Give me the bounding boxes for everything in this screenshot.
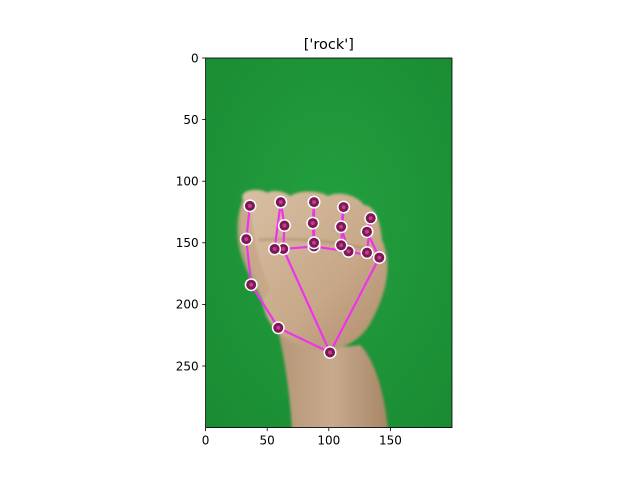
landmark-11 [307, 195, 321, 209]
x-tick-label: 150 [379, 434, 402, 448]
landmark-18 [360, 225, 374, 239]
y-tick-label: 200 [176, 298, 199, 312]
landmark-15 [337, 200, 351, 214]
forearm [278, 330, 388, 428]
landmark-0 [323, 345, 337, 359]
landmark-6 [277, 219, 291, 233]
landmark-center [247, 203, 252, 208]
landmark-center [364, 250, 369, 255]
landmark-center [341, 205, 346, 210]
x-axis: 0 50 100 150 [202, 427, 402, 448]
landmark-center [278, 200, 283, 205]
y-tick-label: 150 [176, 236, 199, 250]
landmark-center [364, 229, 369, 234]
landmark-19 [364, 211, 378, 225]
figure-title: ['rock'] [304, 37, 354, 53]
connection-0-5 [282, 247, 332, 354]
landmark-center [368, 216, 373, 221]
landmark-center [328, 350, 333, 355]
connection-0-1 [277, 326, 332, 354]
landmark-center [346, 249, 351, 254]
landmark-14 [334, 220, 348, 234]
landmark-20 [360, 246, 374, 260]
landmark-16 [334, 238, 348, 252]
landmark-3 [239, 232, 253, 246]
y-tick-label: 0 [191, 51, 199, 65]
landmark-7 [274, 195, 288, 209]
y-tick-label: 100 [176, 175, 199, 189]
connection-7-8 [273, 201, 282, 251]
connection-0-17 [328, 256, 381, 354]
landmark-4 [243, 199, 257, 213]
y-axis: 0 50 100 150 200 250 [176, 51, 206, 373]
landmark-center [272, 246, 277, 251]
landmark-center [310, 221, 315, 226]
landmark-12 [307, 236, 321, 250]
landmark-center [339, 224, 344, 229]
connection-1-2 [250, 283, 280, 329]
landmark-center [377, 255, 382, 260]
connection-2-3 [245, 238, 253, 286]
landmark-center [249, 282, 254, 287]
landmark-center [312, 240, 317, 245]
landmark-center [312, 200, 317, 205]
x-tick-label: 100 [317, 434, 340, 448]
y-tick-label: 250 [176, 359, 199, 373]
landmark-center [244, 237, 249, 242]
hand-landmarks [239, 195, 386, 359]
landmark-8 [268, 242, 282, 256]
landmark-1 [271, 321, 285, 335]
landmark-10 [306, 216, 320, 230]
x-tick-label: 0 [202, 434, 210, 448]
thumb [237, 200, 270, 300]
landmark-center [282, 223, 287, 228]
y-tick-label: 50 [183, 113, 198, 127]
landmark-2 [244, 278, 258, 292]
landmark-17 [372, 251, 386, 265]
landmark-center [339, 243, 344, 248]
landmark-center [281, 246, 286, 251]
landmark-center [276, 325, 281, 330]
x-tick-label: 50 [260, 434, 275, 448]
